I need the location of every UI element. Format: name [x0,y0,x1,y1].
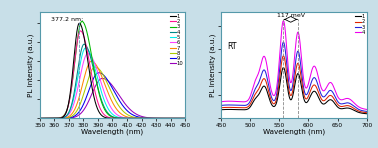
Text: 117 meV: 117 meV [277,13,305,18]
Legend: 1, 2, 3, 4, 5, 6, 7, 8, 9, 10: 1, 2, 3, 4, 5, 6, 7, 8, 9, 10 [170,13,184,67]
Text: 377.2 nm:: 377.2 nm: [51,17,84,22]
X-axis label: Wavelength (nm): Wavelength (nm) [263,129,325,135]
Legend: 1, 2, 3, 4: 1, 2, 3, 4 [355,13,366,36]
Text: RT: RT [227,42,237,51]
Y-axis label: PL Intensity (a.u.): PL Intensity (a.u.) [28,33,34,97]
X-axis label: Wavelength (nm): Wavelength (nm) [81,129,144,135]
Y-axis label: PL Intensity (a.u.): PL Intensity (a.u.) [209,33,215,97]
